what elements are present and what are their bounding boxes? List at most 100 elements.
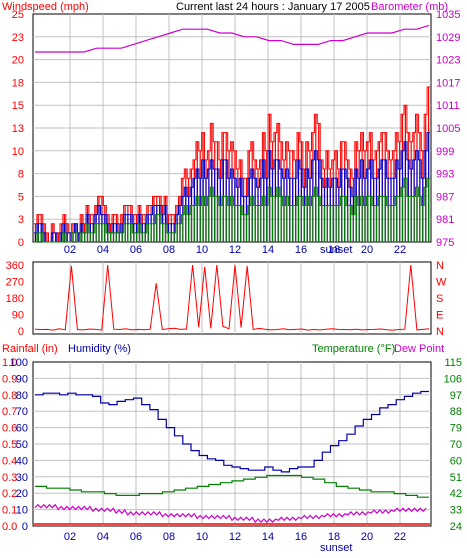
barometer-ytick-label: 987	[436, 191, 454, 203]
wind-xtick-label: 12	[229, 244, 241, 256]
wind-xtick-label: 10	[196, 244, 208, 256]
wind-ytick-label: 10	[12, 146, 24, 158]
direction-ytick-label: 0	[18, 326, 24, 338]
climate-xtick-label: 08	[163, 531, 175, 543]
temperature-ytick-label: 115	[444, 357, 462, 369]
climate-xtick-label: 06	[130, 531, 142, 543]
rainfall-ytick-label: 0.0	[2, 521, 17, 533]
direction-ytick-label: 360	[6, 260, 24, 272]
barometer-axis-label: Barometer (mb)	[371, 1, 448, 13]
wind-xtick-label: 22	[394, 244, 406, 256]
direction-ytick-label: 90	[12, 310, 24, 322]
humidity-ytick-label: 30	[16, 472, 28, 484]
humidity-ytick-label: 90	[16, 373, 28, 385]
humidity-ytick-label: 40	[16, 455, 28, 467]
rainfall-ytick-label: 0.4	[2, 455, 17, 467]
barometer-ytick-label: 1029	[436, 32, 460, 44]
wind-ytick-label: 20	[12, 55, 24, 67]
dewpoint-axis-label: Dew Point	[394, 343, 444, 355]
humidity-ytick-label: 100	[10, 357, 28, 369]
rainfall-ytick-label: 0.8	[2, 390, 17, 402]
wind-xtick-label: 02	[64, 244, 76, 256]
wind-ytick-label: 25	[12, 9, 24, 21]
wind-ytick-label: 3	[18, 214, 24, 226]
rainfall-ytick-label: 0.5	[2, 439, 17, 451]
climate-xtick-label: 22	[394, 531, 406, 543]
rainfall-ytick-label: 1.0	[2, 357, 17, 369]
rainfall-ytick-label: 0.2	[2, 488, 17, 500]
temperature-ytick-label: 88	[450, 406, 462, 418]
barometer-ytick-label: 975	[436, 237, 454, 249]
climate-xtick-label: 10	[196, 531, 208, 543]
wind-line	[34, 86, 430, 243]
barometer-ytick-label: 1005	[436, 123, 460, 135]
barometer-ytick-label: 1011	[436, 100, 460, 112]
wind-xtick-label: 04	[97, 244, 109, 256]
humidity-ytick-label: 0	[22, 521, 28, 533]
sunset-annotation-top: sunset	[320, 244, 352, 256]
temperature-ytick-label: 60	[450, 455, 462, 467]
rainfall-ytick-label: 0.1	[2, 505, 17, 517]
temperature-ytick-label: 97	[450, 390, 462, 402]
wind-xtick-label: 08	[163, 244, 175, 256]
direction-ytick-label: E	[436, 310, 443, 322]
temperature-ytick-label: 33	[450, 505, 462, 517]
wind-ytick-label: 0	[18, 237, 24, 249]
climate-xtick-label: 04	[97, 531, 109, 543]
temperature-axis-label: Temperature (°F)	[312, 343, 395, 355]
temperature-ytick-label: 70	[450, 439, 462, 451]
wind-ytick-label: 15	[12, 100, 24, 112]
wind-ytick-label: 8	[18, 169, 24, 181]
wind-xtick-label: 20	[361, 244, 373, 256]
wind-ytick-label: 13	[12, 123, 24, 135]
temperature-ytick-label: 79	[450, 423, 462, 435]
wind-xtick-label: 14	[262, 244, 274, 256]
humidity-ytick-label: 20	[16, 488, 28, 500]
barometer-ytick-label: 999	[436, 146, 454, 158]
direction-line	[34, 264, 430, 331]
temperature-ytick-label: 24	[450, 521, 462, 533]
wind-blue-line	[34, 132, 430, 243]
direction-ytick-label: W	[436, 277, 447, 289]
temperature-line	[35, 474, 429, 498]
rainfall-axis-label: Rainfall (in)	[2, 343, 58, 355]
direction-ytick-label: 270	[6, 277, 24, 289]
climate-xtick-label: 20	[361, 531, 373, 543]
humidity-ytick-label: 60	[16, 423, 28, 435]
direction-ytick-label: S	[436, 293, 443, 305]
temperature-ytick-label: 106	[444, 373, 462, 385]
wind-ytick-label: 5	[18, 191, 24, 203]
climate-xtick-label: 14	[262, 531, 274, 543]
wind-ytick-label: 23	[12, 32, 24, 44]
temperature-ytick-label: 42	[450, 488, 462, 500]
chart-title: Current last 24 hours : January 17 2005	[176, 1, 370, 13]
humidity-ytick-label: 80	[16, 390, 28, 402]
rainfall-ytick-label: 0.7	[2, 406, 17, 418]
barometer-ytick-label: 1035	[436, 9, 460, 21]
humidity-ytick-label: 70	[16, 406, 28, 418]
climate-xtick-label: 16	[295, 531, 307, 543]
windspeed-axis-label: Windspeed (mph)	[2, 1, 89, 13]
dewpoint-line	[34, 503, 427, 524]
wind-ytick-label: 18	[12, 77, 24, 89]
climate-xtick-label: 18	[328, 531, 340, 543]
temperature-ytick-label: 51	[450, 472, 462, 484]
rainfall-ytick-label: 0.6	[2, 423, 17, 435]
sunset-annotation-bottom: sunset	[320, 542, 352, 554]
direction-ytick-label: 180	[6, 293, 24, 305]
barometer-ytick-label: 1017	[436, 77, 460, 89]
climate-xtick-label: 12	[229, 531, 241, 543]
direction-ytick-label: N	[436, 326, 444, 338]
direction-ytick-label: N	[436, 260, 444, 272]
wind-xtick-label: 06	[130, 244, 142, 256]
humidity-ytick-label: 10	[16, 505, 28, 517]
barometer-line	[35, 24, 430, 53]
climate-xtick-label: 02	[64, 531, 76, 543]
humidity-ytick-label: 50	[16, 439, 28, 451]
wind-xtick-label: 16	[295, 244, 307, 256]
humidity-line	[35, 390, 429, 473]
humidity-axis-label: Humidity (%)	[68, 343, 131, 355]
rainfall-ytick-label: 0.9	[2, 373, 17, 385]
